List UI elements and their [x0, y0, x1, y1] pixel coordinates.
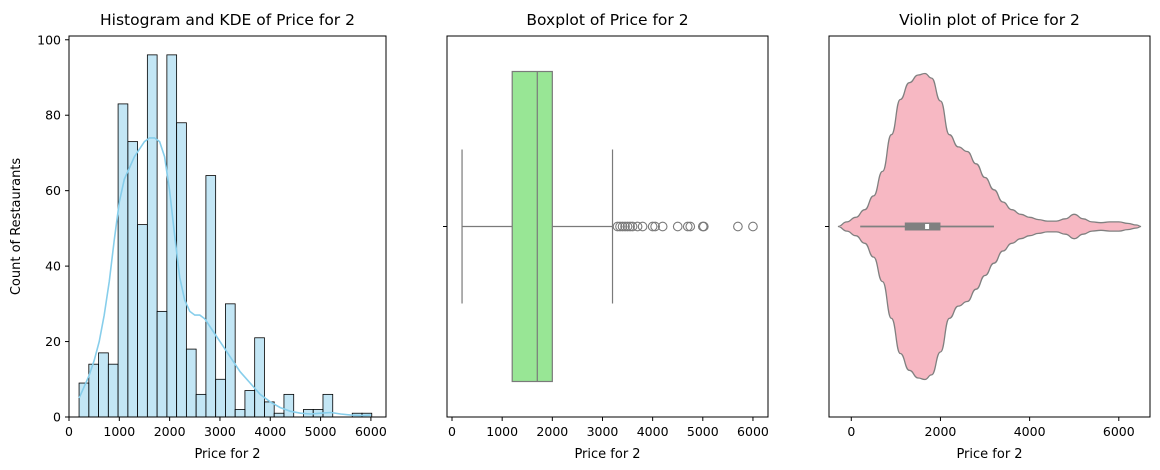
x-tick-label: 1000: [103, 424, 135, 439]
boxplot-frame: [446, 35, 769, 418]
histogram-bar: [234, 409, 246, 418]
y-tick-label: 0: [53, 410, 61, 425]
box-outlier-point: [627, 221, 638, 232]
box-outlier-point: [622, 221, 633, 232]
box-outlier-point: [647, 221, 658, 232]
box-outlier-point: [698, 221, 709, 232]
histogram-bar: [146, 54, 158, 418]
box-outlier-point: [657, 221, 668, 232]
x-tick-label: 0: [65, 424, 73, 439]
kde-line: [78, 137, 371, 417]
box-outlier-point: [620, 221, 630, 232]
histogram-bar: [205, 175, 217, 418]
boxplot-title: Boxplot of Price for 2: [526, 11, 688, 29]
histogram-title: Histogram and KDE of Price for 2: [100, 11, 355, 29]
boxplot-x-axis-label: Price for 2: [574, 447, 640, 462]
x-tick-label: 6000: [737, 424, 769, 439]
box-outlier-point: [617, 221, 628, 232]
box-outlier-point: [672, 221, 683, 232]
histogram-bar: [117, 103, 129, 418]
boxplot-panel: Boxplot of Price for 2 Price for 2 0 1000…: [443, 11, 769, 462]
x-tick-label: 2000: [925, 424, 957, 439]
y-tick-label: 80: [45, 108, 61, 123]
box-iqr: [511, 70, 553, 383]
x-tick-label: 5000: [305, 424, 337, 439]
histogram-bar: [156, 310, 168, 418]
y-tick-label: 100: [37, 32, 61, 47]
box-outlier-point: [625, 221, 635, 232]
histogram-bar: [273, 412, 285, 418]
histogram-bar: [195, 393, 207, 418]
x-tick-label: 4000: [1014, 424, 1046, 439]
histogram-bar: [244, 390, 256, 418]
histogram-bar: [225, 303, 236, 418]
x-tick-label: 4000: [254, 424, 286, 439]
violin-x-axis-label: Price for 2: [956, 447, 1022, 462]
x-tick-label: 3000: [204, 424, 236, 439]
histogram-bar: [254, 337, 265, 418]
x-tick-label: 5000: [687, 424, 719, 439]
histogram-x-axis-label: Price for 2: [194, 447, 260, 462]
box-outlier-point: [733, 221, 743, 232]
box-outlier-point: [748, 221, 758, 232]
histogram-y-axis-label: Count of Restaurants: [9, 158, 24, 296]
histogram-bar: [98, 352, 109, 418]
y-tick-label: 40: [45, 259, 61, 274]
histogram-panel: Histogram and KDE of Price for 2 Price f…: [9, 11, 387, 462]
violin-iqr-box: [904, 222, 941, 231]
box-outlier-point: [685, 221, 696, 232]
y-tick-label: 60: [45, 183, 61, 198]
x-tick-label: 2000: [154, 424, 186, 439]
x-tick-label: 4000: [637, 424, 669, 439]
histogram-bar: [283, 393, 295, 418]
x-tick-label: 0: [847, 424, 855, 439]
histogram-bar: [185, 348, 197, 418]
violin-panel: Violin plot of Price for 2 Price for 2 0…: [825, 11, 1151, 462]
box-outlier-point: [632, 221, 643, 232]
histogram-bar: [107, 363, 119, 418]
histogram-bar: [127, 141, 139, 418]
violin-frame: [828, 35, 1151, 418]
box-outlier-point: [650, 221, 660, 232]
x-tick-label: 2000: [536, 424, 568, 439]
x-tick-label: 1000: [486, 424, 518, 439]
histogram-frame: [68, 35, 387, 418]
x-tick-label: 6000: [355, 424, 387, 439]
x-tick-label: 3000: [587, 424, 619, 439]
x-tick-label: 6000: [1103, 424, 1135, 439]
x-tick-label: 0: [448, 424, 456, 439]
violin-title: Violin plot of Price for 2: [899, 11, 1080, 29]
box-outlier-point: [612, 221, 623, 232]
box-outlier-point: [682, 221, 693, 232]
y-tick-label: 20: [45, 334, 61, 349]
box-outlier-point: [637, 221, 648, 232]
violin-median-marker: [925, 224, 930, 229]
histogram-bar: [215, 378, 226, 418]
histogram-bar: [137, 224, 148, 418]
box-outlier-point: [615, 221, 625, 232]
